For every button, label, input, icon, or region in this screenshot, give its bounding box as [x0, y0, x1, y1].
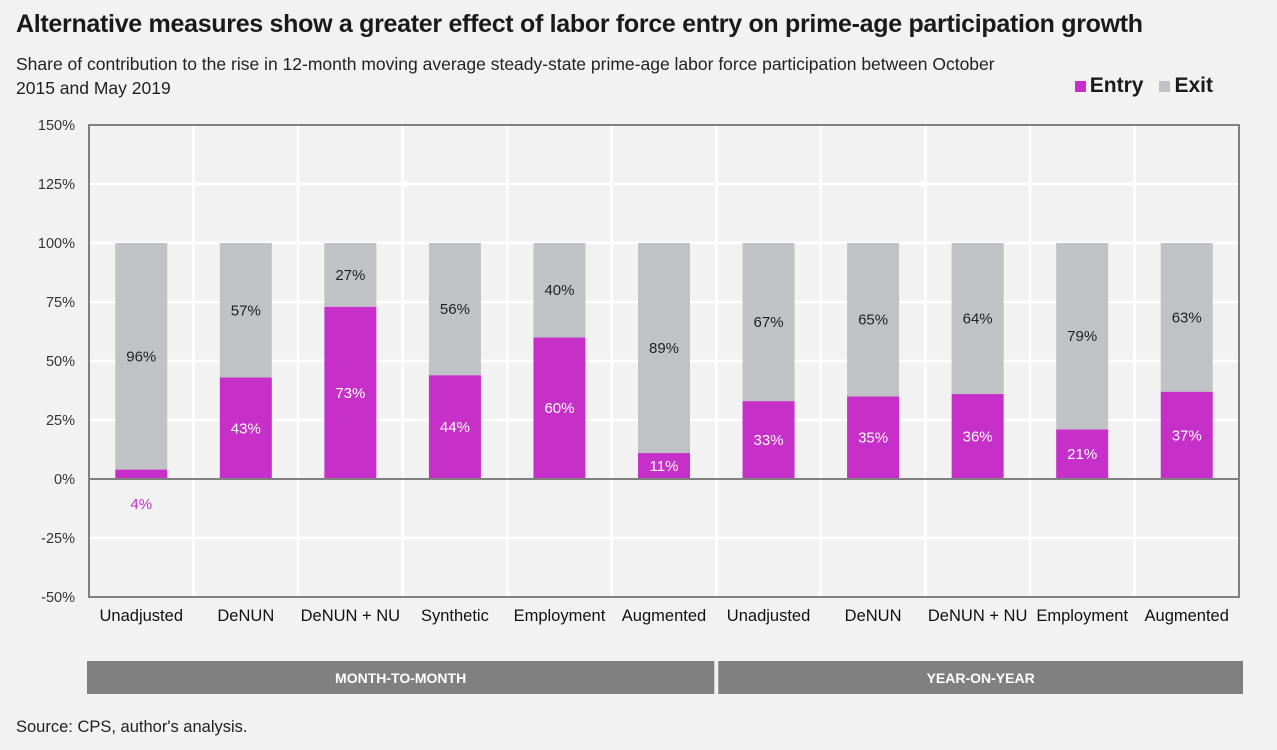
data-label-entry: 37% [1172, 427, 1202, 444]
bar-exit [533, 243, 586, 338]
legend-swatch-entry [1074, 80, 1086, 92]
data-label-exit: 40% [544, 282, 574, 299]
bar-exit [951, 243, 1004, 395]
x-tick-label: DeNUN [845, 607, 902, 625]
data-label-entry: 21% [1067, 446, 1097, 463]
bar-entry [1056, 429, 1109, 479]
bar-entry [219, 377, 272, 479]
bar-exit [638, 243, 690, 454]
x-tick-label: DeNUN + NU [301, 607, 400, 625]
bar-entry [1160, 391, 1213, 479]
bar-exit [1056, 243, 1109, 430]
x-tick-label: Unadjusted [727, 607, 810, 625]
bar-exit [219, 243, 272, 378]
data-label-exit: 63% [1172, 309, 1202, 326]
bar-entry [638, 453, 690, 479]
data-label-entry: 43% [231, 420, 261, 437]
data-label-entry: 60% [544, 400, 574, 417]
bar-exit [428, 243, 481, 376]
bar-entry [742, 401, 795, 479]
y-tick-label: 150% [38, 118, 75, 134]
group-band [718, 661, 1243, 694]
data-label-exit: 27% [335, 267, 365, 284]
y-tick-label: 100% [38, 236, 75, 252]
data-label-exit: 57% [231, 302, 261, 319]
legend-item-exit: Exit [1159, 74, 1213, 98]
data-label-entry: 4% [130, 496, 152, 513]
legend-swatch-exit [1159, 80, 1171, 92]
data-label-entry: 11% [650, 458, 679, 475]
bar-entry [428, 375, 481, 479]
data-label-exit: 65% [858, 312, 888, 329]
legend-label-exit: Exit [1174, 74, 1213, 97]
legend: Entry Exit [1074, 74, 1213, 98]
x-tick-label: Unadjusted [100, 607, 183, 625]
bar-entry [951, 394, 1004, 479]
y-tick-label: 25% [46, 413, 75, 429]
y-tick-label: 50% [46, 354, 75, 370]
bar-exit [324, 243, 377, 307]
x-tick-label: Employment [1036, 607, 1128, 625]
bar-exit [1160, 243, 1213, 392]
y-tick-label: 125% [38, 177, 75, 193]
data-label-exit: 64% [963, 311, 993, 328]
x-tick-label: Augmented [622, 607, 706, 625]
x-tick-label: DeNUN + NU [928, 607, 1027, 625]
data-label-exit: 79% [1067, 328, 1097, 345]
x-tick-label: Synthetic [421, 607, 489, 625]
data-label-entry: 35% [858, 430, 888, 447]
bar-entry [324, 306, 377, 479]
source-note: Source: CPS, author's analysis. [16, 718, 248, 736]
y-tick-label: 75% [46, 295, 75, 311]
data-label-exit: 67% [754, 314, 784, 331]
bar-entry [847, 396, 900, 479]
data-label-exit: 96% [126, 348, 156, 365]
x-tick-label: DeNUN [217, 607, 274, 625]
bar-entry [533, 337, 586, 479]
bar-entry [115, 469, 168, 479]
bar-exit [847, 243, 900, 397]
legend-label-entry: Entry [1089, 74, 1144, 97]
data-label-exit: 56% [440, 301, 470, 318]
group-band [87, 661, 715, 694]
chart-subtitle: Share of contribution to the rise in 12-… [16, 54, 995, 98]
group-label: MONTH-TO-MONTH [335, 670, 466, 686]
y-tick-label: -50% [41, 590, 75, 606]
data-label-exit: 89% [649, 340, 679, 357]
bar-exit [742, 243, 795, 402]
data-label-entry: 33% [754, 432, 784, 449]
y-tick-label: 0% [54, 472, 75, 488]
bar-exit [115, 243, 168, 470]
data-label-entry: 44% [440, 419, 470, 436]
chart-title: Alternative measures show a greater effe… [16, 10, 1143, 38]
y-tick-label: -25% [41, 531, 75, 547]
legend-item-entry: Entry [1074, 74, 1144, 98]
x-tick-label: Employment [514, 607, 606, 625]
data-label-entry: 73% [335, 385, 365, 402]
group-label: YEAR-ON-YEAR [927, 670, 1035, 686]
plot-frame [88, 124, 1240, 598]
data-label-entry: 36% [963, 429, 993, 446]
x-tick-label: Augmented [1145, 607, 1229, 625]
